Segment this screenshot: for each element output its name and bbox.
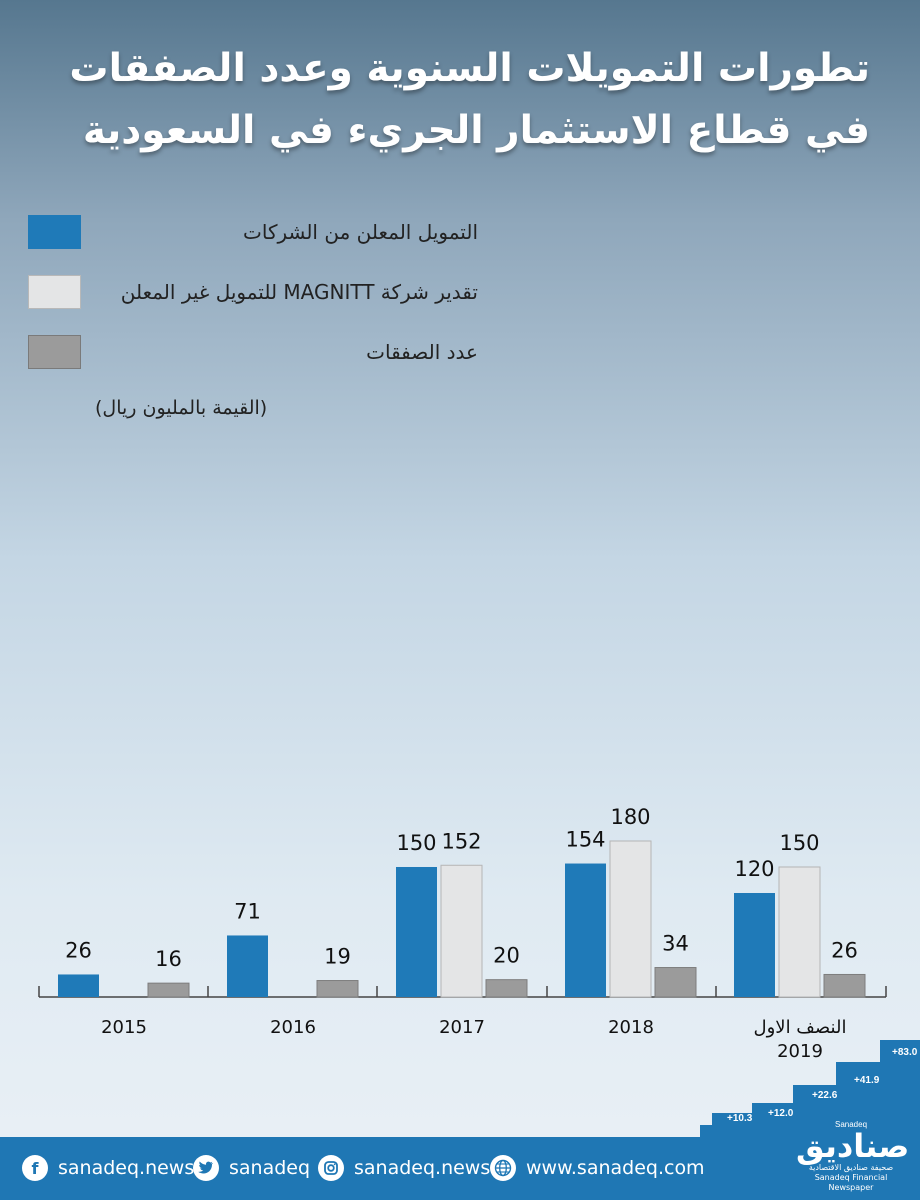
twitter-link[interactable]: sanadeq <box>193 1153 310 1183</box>
logo-tagline-ar: صحيفة صناديق الاقتصادية <box>808 1163 894 1172</box>
stair-label-3: +22.6 <box>812 1090 838 1101</box>
bar-deals-3 <box>654 967 697 998</box>
data-label-magnitt-2: 152 <box>441 829 481 853</box>
facebook-icon: f <box>22 1155 48 1181</box>
stair-label-2: +12.0 <box>768 1108 794 1119</box>
legend-swatch-announced <box>28 215 81 249</box>
legend-swatch-deals <box>28 335 81 369</box>
bar-announced-0 <box>58 974 99 997</box>
bar-magnitt-2 <box>440 864 483 998</box>
data-label-deals-0: 16 <box>155 947 182 971</box>
bar-deals-1 <box>316 980 359 998</box>
instagram-icon <box>318 1155 344 1181</box>
legend-item-magnitt: تقدير شركة MAGNITT للتمويل غير المعلن <box>28 275 478 311</box>
instagram-handle: sanadeq.news <box>354 1157 491 1179</box>
globe-icon <box>490 1155 516 1181</box>
facebook-link[interactable]: f sanadeq.news <box>22 1153 194 1183</box>
x-tick-label-0: 2015 <box>101 1017 147 1038</box>
x-tick-label-1: 2016 <box>270 1017 316 1038</box>
data-label-announced-4: 120 <box>734 857 774 881</box>
legend-item-deals: عدد الصفقات <box>28 335 478 371</box>
data-label-announced-1: 71 <box>234 899 261 923</box>
stair-label-4: +41.9 <box>854 1075 880 1086</box>
stair-label-1: +10.3 <box>727 1113 753 1124</box>
unit-note: (القيمة بالمليون ريال) <box>95 397 268 419</box>
facebook-handle: sanadeq.news <box>58 1157 195 1179</box>
title-line-1: تطورات التمويلات السنوية وعدد الصفقات <box>69 46 870 91</box>
logo-name: صناديق <box>796 1127 910 1165</box>
x-tick-label-3: 2018 <box>608 1017 654 1038</box>
bar-magnitt-3 <box>609 840 652 998</box>
legend-item-announced: التمويل المعلن من الشركات <box>28 215 478 251</box>
bar-chart: 26 71 150 154 120 152 180 150 16 19 20 34 26 2015 2016… <box>38 805 887 1062</box>
bar-deals-2 <box>485 979 528 998</box>
chart-title: تطورات التمويلات السنوية وعدد الصفقات في… <box>40 38 870 162</box>
twitter-icon <box>193 1155 219 1181</box>
legend-label-deals: عدد الصفقات <box>366 340 478 364</box>
legend-label-magnitt: تقدير شركة MAGNITT للتمويل غير المعلن <box>120 280 478 304</box>
twitter-handle: sanadeq <box>229 1157 311 1179</box>
bar-magnitt-4 <box>778 866 821 998</box>
bar-announced-2 <box>396 866 437 997</box>
x-tick-label-2: 2017 <box>439 1017 485 1038</box>
bar-deals-0 <box>147 982 190 998</box>
x-tick-label-4: النصف الاول <box>754 1017 847 1038</box>
data-label-announced-0: 26 <box>65 938 92 962</box>
footer-bar: f sanadeq.news sanadeq sanadeq.news www.… <box>0 1137 920 1200</box>
bar-announced-1 <box>227 935 268 997</box>
bar-deals-4 <box>823 973 866 998</box>
data-label-deals-4: 26 <box>831 938 858 962</box>
website-url: www.sanadeq.com <box>526 1157 705 1179</box>
bar-announced-4 <box>734 892 775 997</box>
sanadeq-logo: Sanadeq صناديق صحيفة صناديق الاقتصادية S… <box>796 1120 910 1200</box>
legend-label-announced: التمويل المعلن من الشركات <box>243 220 478 244</box>
website-link[interactable]: www.sanadeq.com <box>490 1153 705 1183</box>
instagram-link[interactable]: sanadeq.news <box>318 1153 490 1183</box>
logo-tagline-en: Sanadeq Financial Newspaper <box>814 1173 888 1192</box>
x-tick-label-4: 2019 <box>777 1041 823 1062</box>
legend-swatch-magnitt <box>28 275 81 309</box>
data-label-announced-2: 150 <box>396 831 436 855</box>
data-label-deals-3: 34 <box>662 932 689 956</box>
logo-small-text: Sanadeq <box>834 1120 868 1129</box>
title-line-2: في قطاع الاستثمار الجريء في السعودية <box>82 108 870 153</box>
data-label-announced-3: 154 <box>565 828 605 852</box>
bar-announced-3 <box>565 863 606 997</box>
stair-label-5: +83.0 <box>892 1047 918 1058</box>
data-label-magnitt-3: 180 <box>610 805 650 829</box>
data-label-magnitt-4: 150 <box>779 831 819 855</box>
data-label-deals-1: 19 <box>324 945 351 969</box>
data-label-deals-2: 20 <box>493 944 520 968</box>
